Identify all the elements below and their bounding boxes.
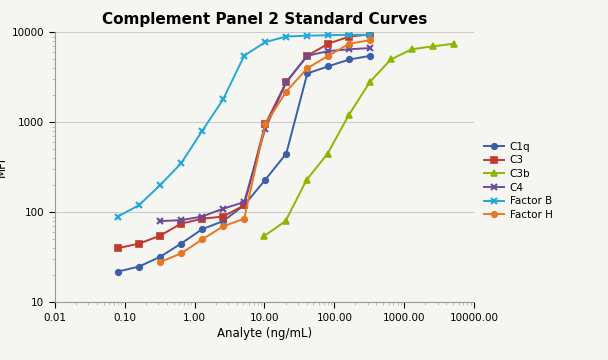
Factor B (261, 40, 269, 44)
X-axis label: Analyte (ng/mL): Analyte (ng/mL) (217, 327, 312, 340)
Factor H (219, 224, 227, 229)
Factor H (261, 122, 269, 127)
C3 (283, 80, 290, 84)
C1q (135, 265, 142, 269)
Factor B (367, 33, 374, 37)
C3 (219, 214, 227, 219)
C1q (241, 203, 248, 207)
Factor H (346, 41, 353, 46)
C3b (429, 44, 437, 49)
Factor B (219, 97, 227, 102)
C1q (367, 54, 374, 58)
C3b (408, 47, 415, 51)
Factor B (303, 33, 311, 38)
C3 (261, 122, 269, 127)
C1q (114, 269, 122, 274)
Factor B (346, 33, 353, 37)
C4 (261, 127, 269, 131)
C4 (303, 54, 311, 58)
C3b (451, 41, 458, 46)
C3 (135, 242, 142, 246)
Title: Complement Panel 2 Standard Curves: Complement Panel 2 Standard Curves (102, 12, 427, 27)
Factor H (156, 260, 164, 264)
Factor B (156, 183, 164, 188)
C3 (156, 234, 164, 238)
C4 (219, 207, 227, 211)
Factor H (325, 54, 332, 58)
Factor B (241, 54, 248, 58)
C3 (346, 34, 353, 39)
Y-axis label: MFI: MFI (0, 157, 7, 177)
C1q (303, 71, 311, 76)
Legend: C1q, C3, C3b, C4, Factor B, Factor H: C1q, C3, C3b, C4, Factor B, Factor H (483, 142, 553, 220)
C4 (198, 214, 206, 219)
Factor H (198, 237, 206, 242)
Factor B (114, 214, 122, 219)
Factor B (198, 129, 206, 133)
Line: C4: C4 (156, 45, 374, 225)
C3 (303, 54, 311, 58)
C1q (156, 255, 164, 259)
C3 (241, 203, 248, 207)
Factor H (283, 89, 290, 94)
C3 (178, 221, 185, 226)
C4 (178, 218, 185, 222)
Line: C3: C3 (115, 32, 373, 251)
C3b (261, 234, 268, 238)
C3 (325, 41, 332, 46)
C4 (241, 200, 248, 204)
C1q (219, 219, 227, 223)
C4 (346, 47, 353, 51)
Line: C1q: C1q (115, 53, 373, 274)
C1q (261, 178, 269, 182)
Factor B (135, 203, 142, 207)
C4 (156, 219, 164, 223)
Factor B (325, 33, 332, 37)
C3 (367, 32, 374, 37)
Line: Factor H: Factor H (157, 37, 373, 265)
Factor H (178, 251, 185, 256)
C3b (366, 80, 373, 84)
Factor H (241, 217, 248, 221)
C3 (198, 217, 206, 221)
C3b (324, 152, 331, 156)
C4 (367, 46, 374, 50)
Factor H (303, 66, 311, 70)
C3b (303, 178, 310, 182)
C3 (114, 246, 122, 250)
C1q (178, 242, 185, 246)
C1q (346, 57, 353, 62)
C4 (283, 80, 290, 84)
Factor H (367, 38, 374, 42)
C3b (387, 57, 395, 62)
Line: C3b: C3b (261, 41, 457, 239)
Factor B (178, 161, 185, 166)
C4 (325, 49, 332, 53)
C3b (345, 113, 352, 117)
C1q (198, 227, 206, 231)
C1q (325, 64, 332, 68)
Factor B (283, 34, 290, 39)
C3b (282, 219, 289, 223)
C1q (283, 152, 290, 156)
Line: Factor B: Factor B (114, 31, 374, 220)
